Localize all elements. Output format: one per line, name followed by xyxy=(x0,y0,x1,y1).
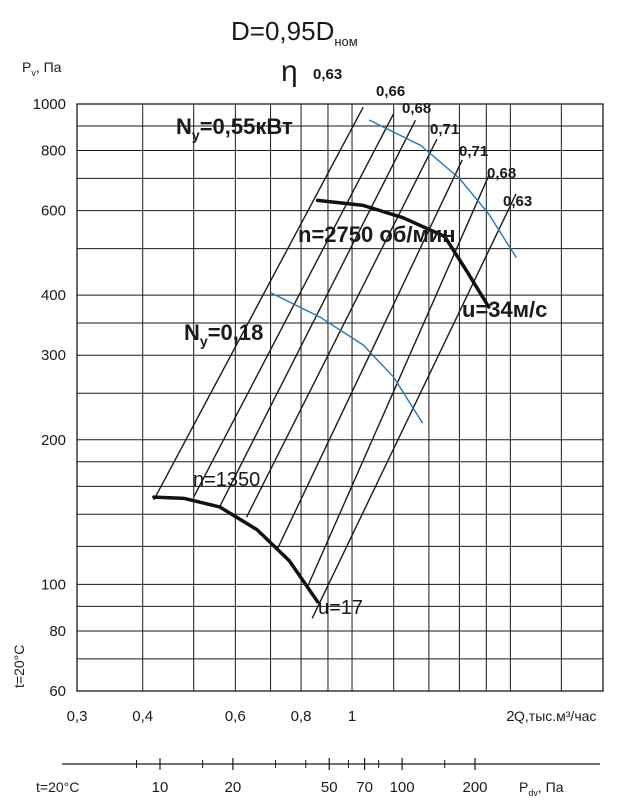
y-tick-label: 300 xyxy=(41,347,66,364)
eta-symbol: η xyxy=(281,55,298,88)
x-tick-label: 2 xyxy=(506,708,514,725)
dynamic-axis-label: Pdv, Па xyxy=(519,779,564,798)
power-low-label: Ny=0,18 xyxy=(184,320,263,349)
speed-high-label: n=2750 об/мин xyxy=(298,222,456,247)
power-high-value: =0,55кВт xyxy=(200,114,293,139)
efficiency-line xyxy=(306,175,490,589)
dynamic-axis-label-main: P xyxy=(519,779,528,795)
temperature-label: t=20°C xyxy=(11,645,27,688)
dynamic-axis-label-unit: , Па xyxy=(538,779,564,795)
x-tick-label: 0,3 xyxy=(67,708,88,725)
power-curve xyxy=(368,119,517,258)
efficiency-line xyxy=(245,138,438,518)
efficiency-label: 0,63 xyxy=(313,66,342,83)
x-axis-label: Q,тыс.м³/час xyxy=(514,708,596,724)
speed-curve xyxy=(152,495,320,604)
power-low-symbol: N xyxy=(184,320,200,345)
efficiency-label: 0,63 xyxy=(503,193,532,210)
efficiency-label: 0,71 xyxy=(430,121,459,138)
power-low-value: =0,18 xyxy=(208,320,264,345)
efficiency-line xyxy=(311,193,517,619)
y-tick-label: 600 xyxy=(41,203,66,220)
y-axis-label-main: P xyxy=(22,59,31,75)
dynamic-tick-label: 70 xyxy=(356,779,373,796)
dynamic-pressure-axis: 10 20 50 70 100 200 xyxy=(62,758,600,796)
chart-title-sub: ном xyxy=(334,34,357,49)
efficiency-line xyxy=(193,113,395,498)
chart-title-main: D=0,95D xyxy=(231,16,334,46)
y-tick-label: 400 xyxy=(41,287,66,304)
dynamic-tick-label: 10 xyxy=(152,779,169,796)
y-tick-label: 1000 xyxy=(33,96,66,113)
y-tick-label: 60 xyxy=(49,683,66,700)
speed-low-label: n=1350 xyxy=(193,469,260,491)
efficiency-label: 0,68 xyxy=(402,100,431,117)
x-tick-label: 0,4 xyxy=(132,708,153,725)
efficiency-label: 0,66 xyxy=(376,83,405,100)
y-axis-label-unit: , Па xyxy=(36,59,62,75)
grid xyxy=(76,103,604,692)
x-tick-label: 1 xyxy=(348,708,356,725)
velocity-high-label: u=34м/с xyxy=(462,297,547,322)
power-curve xyxy=(269,291,423,424)
performance-curves xyxy=(152,119,517,604)
axis-ticks: 0,3 0,4 0,6 0,8 1 2 60 80 100 200 300 400 600 800 1000 xyxy=(33,96,515,725)
speed-curve xyxy=(315,198,491,309)
efficiency-line xyxy=(153,106,364,501)
dynamic-tick-label: 20 xyxy=(225,779,242,796)
dynamic-tick-label: 50 xyxy=(321,779,338,796)
y-axis-label-sub: v xyxy=(31,68,36,78)
dynamic-axis-label-sub: dv xyxy=(528,788,538,798)
velocity-low-label: u=17 xyxy=(318,597,363,619)
dynamic-tick-label: 100 xyxy=(390,779,415,796)
efficiency-label: 0,68 xyxy=(487,165,516,182)
power-high-symbol: N xyxy=(176,114,192,139)
plot-frame xyxy=(76,103,604,692)
power-high-sub: y xyxy=(192,127,200,143)
x-tick-label: 0,8 xyxy=(291,708,312,725)
y-tick-label: 800 xyxy=(41,143,66,160)
efficiency-line xyxy=(276,159,463,551)
x-tick-label: 0,6 xyxy=(225,708,246,725)
power-low-sub: y xyxy=(200,333,208,349)
efficiency-label: 0,71 xyxy=(459,143,488,160)
y-tick-label: 80 xyxy=(49,623,66,640)
efficiency-lines: 0,630,660,680,710,710,680,63 xyxy=(153,66,532,619)
y-tick-label: 200 xyxy=(41,432,66,449)
y-axis-label: Pv, Па xyxy=(22,59,62,78)
dynamic-tick-label: 200 xyxy=(462,779,487,796)
power-high-label: Ny=0,55кВт xyxy=(176,114,293,143)
dynamic-temperature-label: t=20°C xyxy=(36,779,79,795)
chart-title: D=0,95Dном xyxy=(231,16,358,49)
y-tick-label: 100 xyxy=(41,576,66,593)
efficiency-line xyxy=(218,119,417,508)
